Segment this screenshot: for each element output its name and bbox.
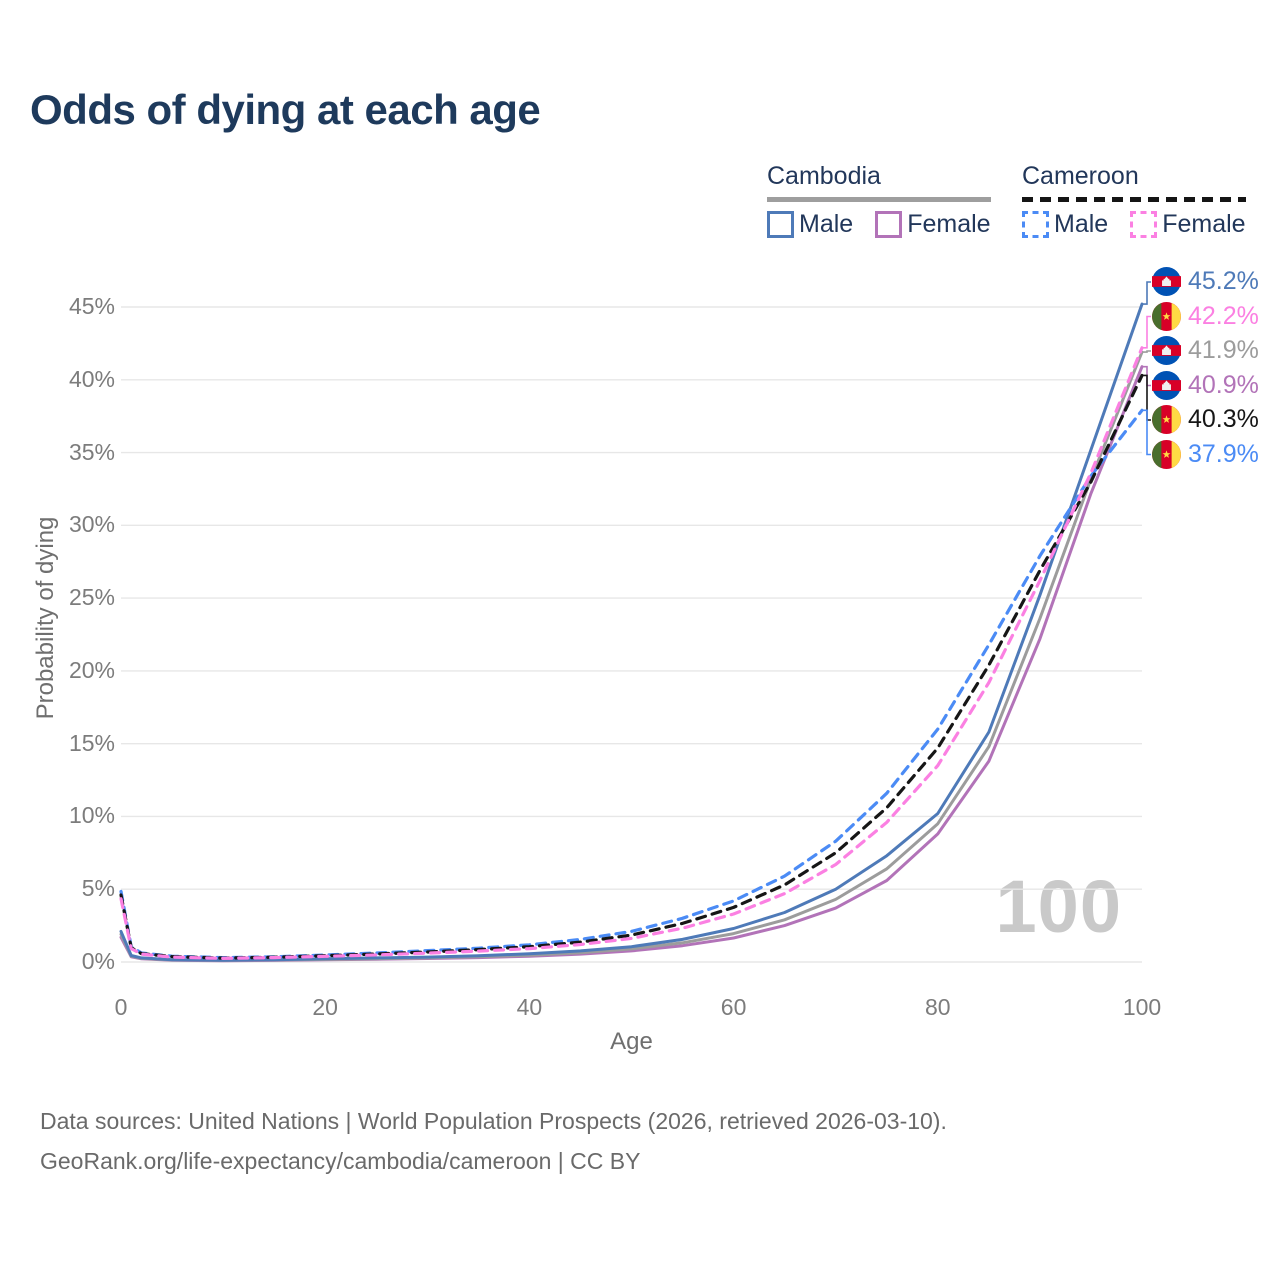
footer-attribution[interactable]: GeoRank.org/life-expectancy/cambodia/cam… (40, 1148, 641, 1174)
cambodia-male-swatch-icon (767, 210, 794, 238)
legend-item-label: Female (1162, 209, 1246, 238)
footer-data-sources: Data sources: United Nations | World Pop… (40, 1108, 947, 1134)
y-tick-label: 45% (68, 293, 115, 319)
cambodia-flag-icon (1152, 267, 1181, 296)
cameroon-flag-icon (1152, 301, 1181, 331)
cameroon-female-swatch-icon (1130, 210, 1158, 238)
y-tick-label: 40% (68, 365, 115, 392)
age-watermark: 100 (995, 865, 1122, 948)
legend-item-cambodia-female[interactable]: Female (875, 209, 991, 239)
connector-cameroon-male (1142, 409, 1151, 456)
cambodia-flag-icon (1152, 370, 1181, 400)
end-label-connectors (1142, 281, 1151, 456)
y-tick-label: 5% (81, 875, 115, 902)
cambodia-flag-icon (1152, 336, 1181, 365)
end-label-value: 42.2% (1188, 301, 1259, 330)
y-tick-label: 25% (68, 584, 115, 611)
legend-country-cambodia: Cambodia (767, 162, 881, 190)
x-tick-label: 80 (925, 994, 951, 1020)
legend-item-label: Male (799, 209, 854, 238)
connector-cambodia-both (1142, 350, 1151, 353)
cameroon-flag-icon (1152, 405, 1181, 434)
legend-item-cameroon-male[interactable]: Male (1022, 210, 1108, 239)
end-label-cameroon-male: 37.9% (1152, 439, 1259, 469)
x-tick-label: 0 (114, 994, 128, 1020)
x-axis-title: Age (610, 1028, 653, 1055)
end-label-cambodia-female: 40.9% (1152, 370, 1259, 400)
end-label-value: 45.2% (1188, 267, 1259, 295)
x-tick-label: 40 (516, 994, 543, 1020)
cameroon-flag-icon (1152, 439, 1181, 469)
end-label-cameroon-both: 40.3% (1152, 405, 1259, 434)
y-tick-label: 10% (68, 802, 115, 829)
cambodia-female-swatch-icon (875, 210, 903, 238)
legend-item-cameroon-female[interactable]: Female (1130, 209, 1246, 239)
gridlines (121, 306, 1142, 963)
page-title: Odds of dying at each age (30, 86, 541, 133)
legend-country-cameroon: Cameroon (1022, 162, 1139, 190)
connector-cambodia-male (1142, 281, 1151, 305)
series-lines (119, 302, 1144, 963)
legend-group-cambodia: Cambodia Male Female (767, 162, 991, 239)
x-tick-label: 100 (1122, 994, 1162, 1020)
end-label-value: 40.9% (1188, 370, 1259, 399)
end-label-value: 37.9% (1188, 439, 1259, 468)
end-label-cambodia-male: 45.2% (1152, 267, 1259, 296)
end-label-cameroon-female: 42.2% (1152, 301, 1259, 331)
legend-item-label: Female (907, 209, 991, 238)
legend-item-label: Male (1054, 209, 1109, 238)
end-label-value: 41.9% (1188, 336, 1259, 364)
cameroon-line-style-swatch (1022, 196, 1246, 202)
series-line-cambodia-both (119, 350, 1144, 962)
series-line-cameroon-female (119, 346, 1144, 961)
legend-item-cambodia-male[interactable]: Male (767, 210, 853, 239)
cameroon-male-swatch-icon (1022, 210, 1049, 238)
cambodia-line-style-swatch (767, 196, 991, 202)
end-label-value: 40.3% (1188, 405, 1259, 433)
series-line-cameroon-both (119, 373, 1144, 960)
end-label-cambodia-both: 41.9% (1152, 336, 1259, 365)
connector-cameroon-female (1142, 315, 1151, 349)
legend-group-cameroon: Cameroon Male Female (1022, 162, 1246, 239)
y-tick-label: 20% (68, 656, 115, 683)
x-tick-label: 20 (312, 994, 338, 1020)
x-tick-label: 60 (720, 994, 747, 1020)
y-tick-label: 0% (81, 948, 115, 974)
y-tick-label: 30% (68, 511, 115, 538)
series-line-cambodia-male (119, 302, 1144, 962)
y-tick-label: 35% (68, 438, 115, 465)
connector-cameroon-both (1142, 374, 1151, 421)
y-tick-label: 15% (68, 729, 115, 756)
